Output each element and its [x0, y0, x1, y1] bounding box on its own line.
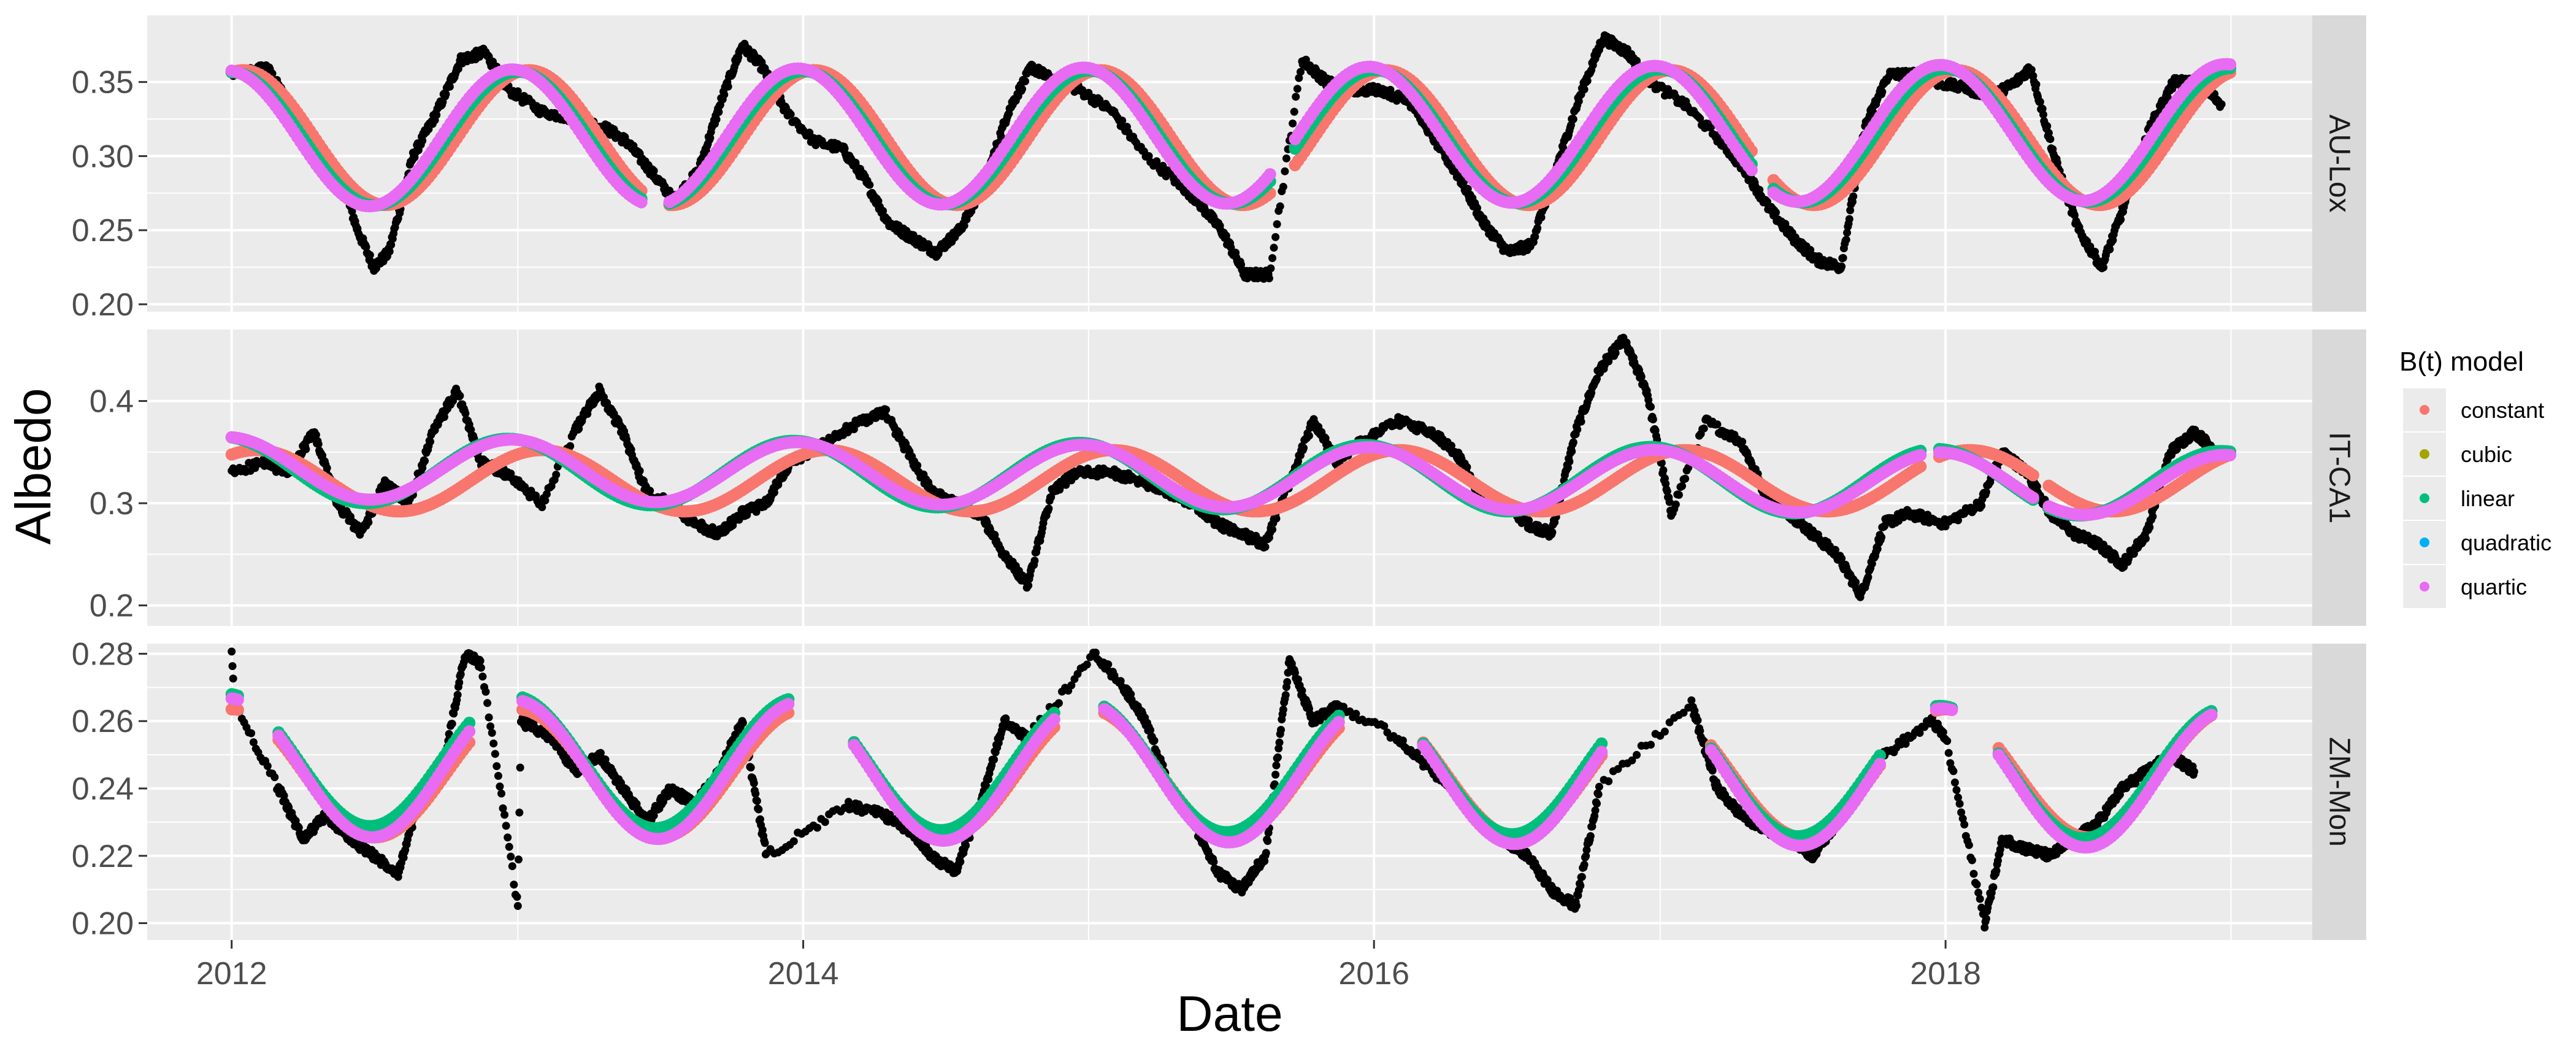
observed-point [1270, 244, 1278, 252]
observed-point [302, 445, 310, 453]
facet-strip-label: AU-Lox [2323, 114, 2356, 212]
y-tick-label: 0.2 [90, 588, 134, 624]
observed-point [720, 90, 729, 99]
observed-point [1273, 220, 1281, 228]
observed-point [1290, 107, 1298, 116]
observed-point [1265, 274, 1273, 283]
observed-point [1580, 85, 1589, 94]
observed-point [635, 466, 644, 475]
observed-point [1772, 208, 1780, 217]
observed-point [432, 110, 441, 119]
observed-point [712, 115, 721, 124]
observed-point [1293, 85, 1301, 93]
observed-point [1838, 262, 1846, 271]
observed-point [882, 406, 891, 414]
observed-point [1279, 183, 1287, 191]
observed-point [879, 207, 887, 215]
observed-point [1569, 115, 1577, 123]
observed-point [426, 437, 434, 446]
observed-point [724, 82, 732, 91]
observed-point [385, 247, 394, 256]
observed-point [786, 110, 795, 118]
observed-point [997, 133, 1005, 141]
model-point [1745, 164, 1758, 177]
observed-point [1583, 77, 1592, 85]
observed-point [552, 471, 561, 479]
observed-point [1281, 167, 1289, 175]
observed-point [2217, 100, 2226, 109]
observed-point [456, 391, 464, 400]
observed-point [1018, 85, 1026, 93]
observed-point [421, 457, 429, 465]
observed-point [1271, 233, 1280, 241]
panel-au-lox: 0.20 0.25 0.30 0.35 AU-Lox [72, 15, 2366, 323]
observed-point [650, 166, 658, 175]
observed-point [1021, 77, 1030, 85]
observed-point [418, 136, 427, 145]
model-point [635, 196, 648, 209]
observed-point [1276, 202, 1284, 210]
observed-point [387, 241, 396, 249]
observed-point [960, 222, 968, 230]
observed-point [1268, 254, 1276, 263]
panel-it-ca1: 0.20.30.4IT-CA1 [90, 329, 2366, 626]
y-tick-label: 0.3 [90, 486, 134, 522]
observed-point [2032, 80, 2041, 88]
observed-point [1842, 236, 1850, 244]
model-point [2224, 58, 2237, 71]
observed-point [1118, 117, 1127, 125]
observed-point [865, 180, 874, 189]
observed-point [1289, 119, 1297, 128]
observed-point [715, 108, 723, 117]
observed-point [1292, 93, 1300, 101]
panels-layer: 0.200.250.300.35AU-Lox0.20.30.4IT-CA10.2… [72, 15, 2366, 992]
y-tick-label: 0.30 [72, 139, 134, 174]
observed-point [362, 243, 370, 251]
observed-point [1849, 192, 1858, 201]
observed-point [1296, 67, 1305, 76]
observed-point [2046, 135, 2055, 144]
observed-point [1839, 253, 1847, 262]
observed-point [366, 251, 374, 260]
observed-point [2106, 245, 2114, 253]
observed-point [2043, 122, 2052, 130]
model-point [1263, 168, 1276, 180]
observed-point [1845, 215, 1853, 223]
observed-point [513, 87, 522, 96]
y-tick-label: 0.4 [90, 384, 134, 420]
y-tick-label: 0.25 [72, 213, 134, 249]
y-tick-label: 0.20 [72, 287, 134, 323]
observed-point [1295, 74, 1303, 82]
observed-point [1267, 264, 1275, 272]
observed-point [445, 82, 454, 91]
observed-point [1878, 88, 1887, 96]
observed-point [323, 464, 331, 472]
observed-point [1282, 154, 1290, 163]
observed-point [442, 90, 450, 98]
observed-point [364, 518, 373, 526]
y-tick-label: 0.35 [72, 65, 134, 101]
observed-point [1078, 86, 1087, 94]
observed-point [706, 134, 715, 142]
